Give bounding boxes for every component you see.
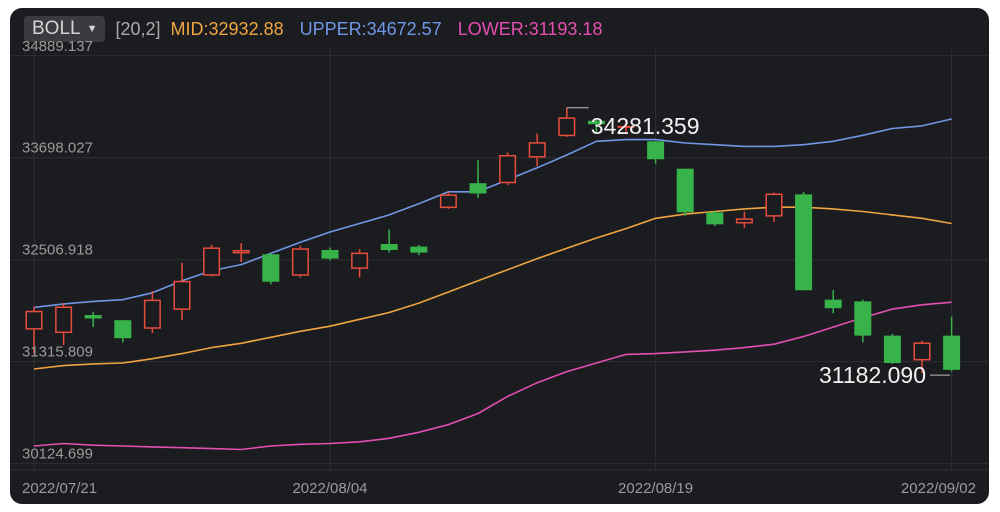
extreme-labels: 34281.359 31182.090 bbox=[566, 107, 950, 388]
candle-25[interactable] bbox=[765, 192, 783, 222]
candle-body-down bbox=[706, 212, 724, 225]
candle-body-down bbox=[647, 141, 665, 160]
chart-grid bbox=[10, 48, 989, 471]
candle-body-down bbox=[854, 301, 872, 336]
indicator-select-label: BOLL bbox=[32, 18, 81, 39]
caret-down-icon: ▼ bbox=[86, 23, 98, 35]
candle-18[interactable] bbox=[558, 107, 576, 138]
candlestick-chart[interactable]: 34889.137 33698.027 32506.918 31315.809 3012… bbox=[10, 8, 989, 504]
candle-body-up bbox=[913, 342, 931, 361]
lower-value: LOWER:31193.18 bbox=[457, 18, 603, 39]
indicator-header: BOLL ▼ [20,2] MID:32932.88 UPPER:34672.5… bbox=[24, 15, 608, 43]
upper-value: UPPER:34672.57 bbox=[299, 18, 442, 39]
candle-19[interactable] bbox=[587, 119, 605, 134]
candle-29[interactable] bbox=[883, 333, 901, 364]
candle-6[interactable] bbox=[203, 244, 221, 277]
candle-body-up bbox=[291, 248, 309, 276]
candle-body-down bbox=[262, 254, 280, 282]
candle-23[interactable] bbox=[706, 210, 724, 227]
candle-5[interactable] bbox=[173, 262, 191, 321]
candle-12[interactable] bbox=[380, 229, 398, 253]
high-price-label: 34281.359 bbox=[591, 113, 700, 139]
candle-body-down bbox=[469, 183, 487, 194]
candle-body-up bbox=[499, 154, 517, 184]
x-tick-label-3: 2022/09/02 bbox=[901, 480, 976, 497]
candles bbox=[25, 107, 961, 374]
candle-13[interactable] bbox=[410, 244, 428, 256]
candle-21[interactable] bbox=[647, 141, 665, 164]
y-tick-label-3: 31315.809 bbox=[22, 344, 93, 361]
x-tick-label-0: 2022/07/21 bbox=[22, 480, 97, 497]
candle-body-down bbox=[676, 168, 694, 213]
indicator-params: [20,2] bbox=[115, 18, 161, 39]
candle-body-down bbox=[321, 250, 339, 259]
candle-body-up bbox=[232, 250, 250, 254]
x-axis-labels: 2022/07/21 2022/08/04 2022/08/19 2022/09/02 bbox=[22, 480, 976, 497]
candle-15[interactable] bbox=[469, 160, 487, 198]
upper-band-line bbox=[33, 118, 952, 309]
x-tick-label-2: 2022/08/19 bbox=[618, 480, 693, 497]
candle-body-up bbox=[439, 194, 457, 209]
y-tick-label-2: 32506.918 bbox=[22, 242, 93, 259]
candle-22[interactable] bbox=[676, 168, 694, 216]
candle-body-down bbox=[795, 194, 813, 291]
candle-body-down bbox=[883, 335, 901, 364]
candle-8[interactable] bbox=[262, 253, 280, 285]
candle-10[interactable] bbox=[321, 247, 339, 261]
candle-body-up bbox=[617, 125, 635, 128]
candle-16[interactable] bbox=[499, 152, 517, 185]
candle-body-up bbox=[558, 117, 576, 137]
candle-2[interactable] bbox=[84, 311, 102, 328]
candle-1[interactable] bbox=[55, 303, 73, 346]
candle-30[interactable] bbox=[913, 340, 931, 374]
boll-bands bbox=[33, 118, 952, 451]
low-price-label: 31182.090 bbox=[819, 362, 926, 388]
x-tick-label-1: 2022/08/04 bbox=[292, 480, 367, 497]
candle-body-down bbox=[943, 335, 961, 370]
candle-9[interactable] bbox=[291, 245, 309, 278]
indicator-select[interactable]: BOLL ▼ bbox=[24, 16, 106, 42]
y-tick-label-0: 34889.137 bbox=[22, 38, 93, 55]
candle-body-up bbox=[55, 306, 73, 334]
candle-body-up bbox=[765, 193, 783, 217]
candle-body-down bbox=[84, 315, 102, 319]
candle-14[interactable] bbox=[439, 191, 457, 209]
boll-chart-panel: BOLL ▼ [20,2] MID:32932.88 UPPER:34672.5… bbox=[10, 8, 989, 504]
candle-26[interactable] bbox=[795, 191, 813, 291]
candle-body-up bbox=[735, 218, 753, 224]
mid-band-line bbox=[33, 206, 952, 370]
candle-27[interactable] bbox=[824, 290, 842, 314]
candle-body-up bbox=[173, 280, 191, 310]
candle-body-down bbox=[587, 120, 605, 125]
candle-body-down bbox=[824, 299, 842, 309]
candle-17[interactable] bbox=[528, 133, 546, 167]
candle-body-up bbox=[351, 252, 369, 269]
candle-body-down bbox=[410, 246, 428, 253]
candle-body-down bbox=[380, 244, 398, 251]
candle-body-up bbox=[528, 142, 546, 158]
y-tick-label-4: 30124.699 bbox=[22, 446, 93, 463]
candle-28[interactable] bbox=[854, 299, 872, 343]
candle-3[interactable] bbox=[114, 320, 132, 343]
y-axis-labels: 34889.137 33698.027 32506.918 31315.809 3012… bbox=[22, 38, 93, 463]
candle-11[interactable] bbox=[351, 249, 369, 278]
candle-0[interactable] bbox=[25, 306, 43, 354]
mid-value: MID:32932.88 bbox=[170, 18, 284, 39]
candle-31[interactable] bbox=[943, 316, 961, 372]
candle-body-up bbox=[25, 310, 43, 330]
candle-24[interactable] bbox=[735, 211, 753, 228]
candle-body-up bbox=[203, 247, 221, 276]
candle-4[interactable] bbox=[143, 291, 161, 334]
y-tick-label-1: 33698.027 bbox=[22, 140, 93, 157]
candle-body-down bbox=[114, 320, 132, 339]
candle-body-up bbox=[143, 299, 161, 329]
lower-band-line bbox=[33, 301, 952, 451]
candle-7[interactable] bbox=[232, 243, 250, 262]
candle-20[interactable] bbox=[617, 120, 635, 133]
